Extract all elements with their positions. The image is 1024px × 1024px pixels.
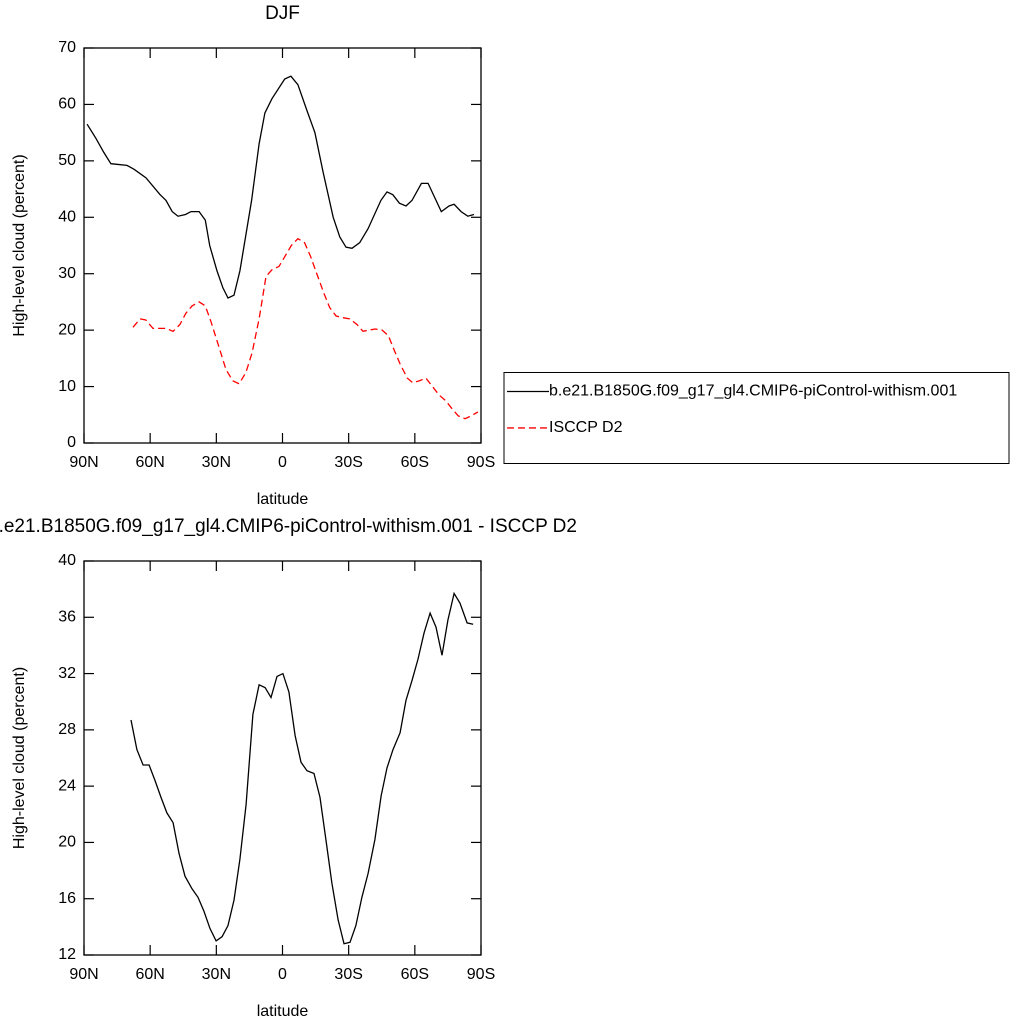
y-tick-label: 0 bbox=[67, 434, 76, 451]
y-tick-label: 50 bbox=[58, 152, 76, 169]
x-axis-label: latitude bbox=[257, 1003, 309, 1020]
y-tick-label: 70 bbox=[58, 39, 76, 56]
y-axis-label: High-level cloud (percent) bbox=[11, 154, 28, 336]
legend-label: ISCCP D2 bbox=[549, 419, 623, 436]
x-tick-label: 0 bbox=[278, 454, 287, 471]
y-tick-label: 10 bbox=[58, 378, 76, 395]
data-line bbox=[86, 75, 475, 299]
y-tick-label: 30 bbox=[58, 265, 76, 282]
chart-title: b.e21.B1850G.f09_g17_gl4.CMIP6-piControl… bbox=[0, 516, 577, 537]
x-tick-label: 90N bbox=[69, 966, 98, 983]
y-tick-label: 60 bbox=[58, 96, 76, 113]
y-axis-label: High-level cloud (percent) bbox=[11, 667, 28, 849]
x-tick-label: 90S bbox=[467, 454, 495, 471]
y-tick-label: 40 bbox=[58, 209, 76, 226]
plot-frame bbox=[83, 560, 482, 956]
x-tick-label: 60N bbox=[135, 966, 164, 983]
y-tick-label: 36 bbox=[58, 609, 76, 626]
y-tick-label: 20 bbox=[58, 834, 76, 851]
x-tick-label: 60S bbox=[401, 454, 429, 471]
x-tick-label: 30N bbox=[202, 454, 231, 471]
x-tick-label: 0 bbox=[278, 966, 287, 983]
x-tick-label: 60S bbox=[401, 966, 429, 983]
y-tick-label: 16 bbox=[58, 890, 76, 907]
plot-frame bbox=[83, 47, 482, 444]
x-tick-label: 30S bbox=[334, 966, 362, 983]
y-tick-label: 40 bbox=[58, 552, 76, 569]
chart-title: DJF bbox=[265, 3, 300, 24]
data-line bbox=[132, 237, 479, 420]
x-tick-label: 30S bbox=[334, 454, 362, 471]
x-tick-label: 30N bbox=[202, 966, 231, 983]
legend-label: b.e21.B1850G.f09_g17_gl4.CMIP6-piControl… bbox=[549, 383, 957, 400]
data-line bbox=[130, 591, 474, 945]
x-axis-label: latitude bbox=[257, 491, 309, 508]
y-tick-label: 24 bbox=[58, 777, 76, 794]
x-tick-label: 60N bbox=[135, 454, 164, 471]
y-tick-label: 12 bbox=[58, 946, 76, 963]
legend-box bbox=[503, 372, 1010, 464]
x-tick-label: 90N bbox=[69, 454, 98, 471]
x-tick-label: 90S bbox=[467, 966, 495, 983]
y-tick-label: 32 bbox=[58, 665, 76, 682]
y-tick-label: 20 bbox=[58, 321, 76, 338]
y-tick-label: 28 bbox=[58, 721, 76, 738]
